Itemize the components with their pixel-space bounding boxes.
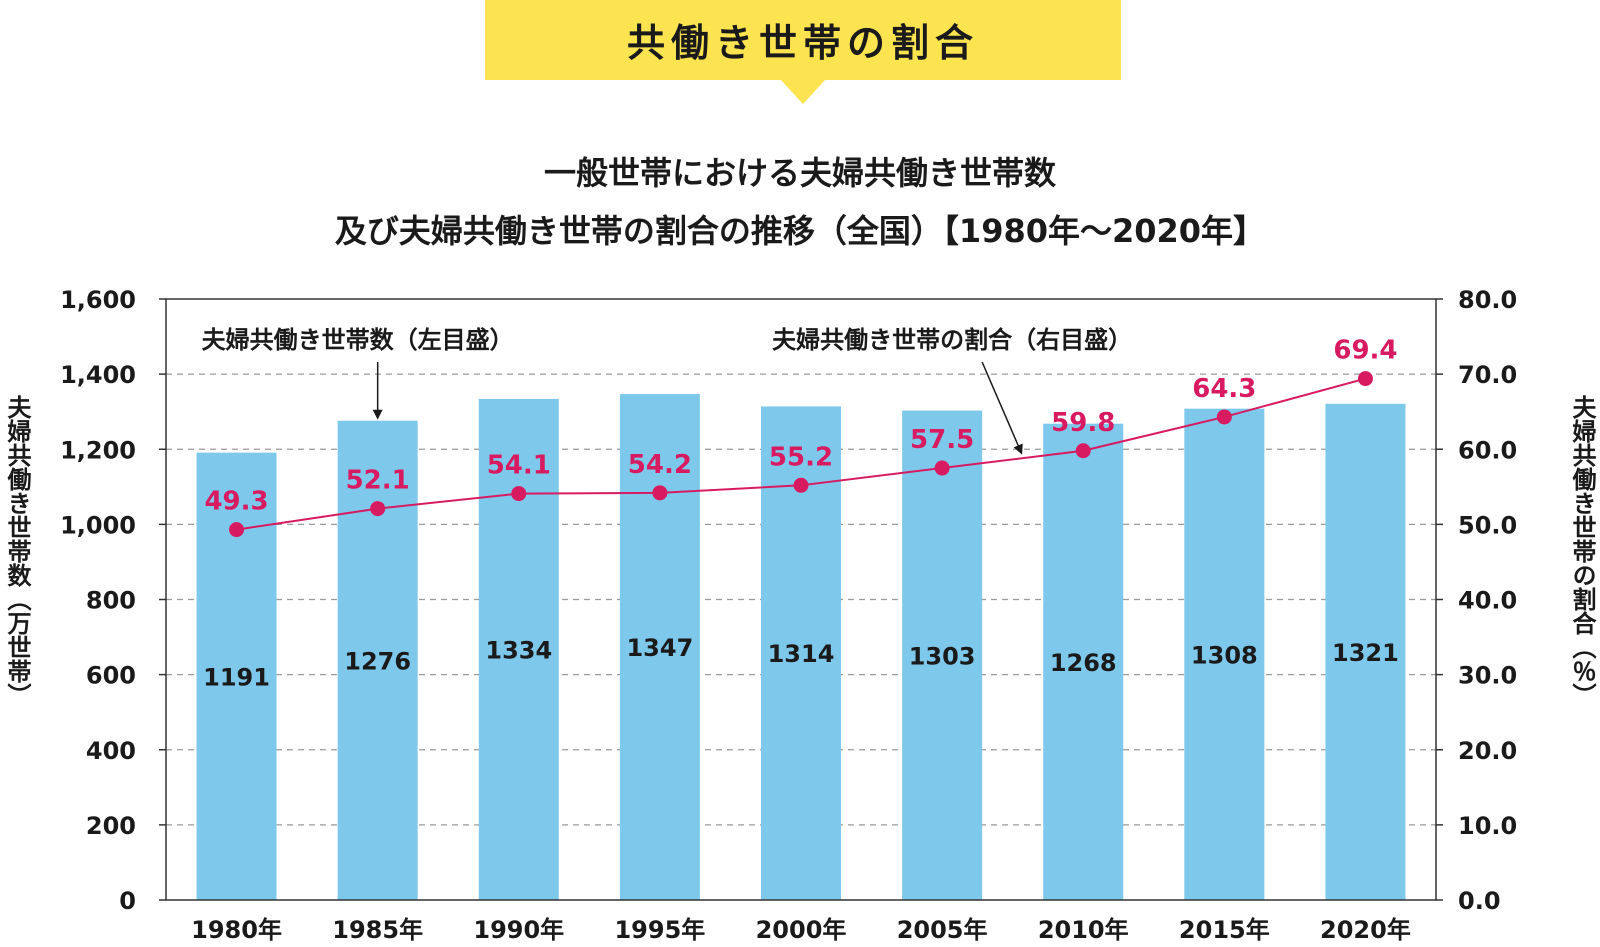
x-tick-label: 1980年 [191,916,282,944]
x-tick-label: 1985年 [332,916,423,944]
bar [1325,403,1406,900]
y-left-tick-label: 800 [86,587,136,615]
y-left-tick-label: 1,600 [60,286,136,314]
x-tick-label: 2010年 [1038,916,1129,944]
bar-value-label: 1347 [626,634,693,662]
y-axis-left-title: 夫婦共働き世帯数（万世帯） [3,395,31,707]
x-tick-label: 2020年 [1320,916,1411,944]
ratio-point [1216,409,1232,425]
ratio-value-label: 59.8 [1051,408,1115,438]
banner: 共働き世帯の割合 [485,0,1121,80]
bar-value-label: 1308 [1191,641,1258,669]
bar-value-label: 1191 [203,663,270,691]
bar-value-label: 1334 [485,636,552,664]
y-left-tick-label: 1,400 [60,361,136,389]
ratio-point [793,477,809,493]
ratio-point [229,522,245,538]
bar [337,420,418,900]
y-right-tick-label: 80.0 [1458,286,1517,314]
axis-layer: 0 200 400 600 800 1,000 1,200 1,400 1,600 0.0 10.0… [60,286,1517,944]
ratio-value-label: 64.3 [1192,374,1256,404]
x-tick-label: 1990年 [473,916,564,944]
ratio-value-label: 49.3 [204,487,268,517]
bar [478,398,559,900]
y-right-tick-label: 70.0 [1458,361,1517,389]
ratio-value-label: 54.1 [487,451,551,481]
ratio-value-label: 69.4 [1333,336,1397,366]
ratio-point [1075,443,1091,459]
y-axis-right-title: 夫婦共働き世帯の割合（％） [1568,395,1596,707]
ratio-point [652,485,668,501]
banner-label: 共働き世帯の割合 [626,21,979,65]
bar-value-label: 1276 [344,647,411,675]
x-tick-label: 1995年 [614,916,705,944]
bar [1184,408,1265,900]
x-tick-label: 2005年 [897,916,988,944]
bar-value-label: 1314 [768,640,835,668]
callout-line-arrow [981,361,1023,455]
x-tick-label: 2000年 [756,916,847,944]
annotation-layer: 夫婦共働き世帯数（左目盛） 夫婦共働き世帯の割合（右目盛） [202,326,1132,455]
y-right-tick-label: 50.0 [1458,511,1517,539]
y-right-tick-label: 20.0 [1458,737,1517,765]
ratio-value-label: 52.1 [346,466,410,496]
bar [1043,423,1124,900]
y-right-tick-label: 0.0 [1458,887,1501,915]
banner-pointer [781,80,825,104]
y-left-tick-label: 1,200 [60,436,136,464]
y-right-tick-label: 30.0 [1458,662,1517,690]
chart-title-line2: 及び夫婦共働き世帯の割合の推移（全国）【1980年～2020年】 [334,212,1266,250]
line-layer: 49.3 52.1 54.1 54.2 55.2 57.5 59.8 64.3 69.4 [204,336,1398,538]
ratio-point [1357,371,1373,387]
bar-value-label: 1321 [1332,639,1399,667]
chart-title-line1: 一般世帯における夫婦共働き世帯数 [543,154,1056,192]
bar [619,394,700,900]
ratio-point [511,486,527,502]
bar-label-layer: 1191 1276 1334 1347 1314 1303 1268 1308 1321 [203,634,1399,691]
ratio-value-label: 57.5 [910,425,974,455]
y-left-tick-label: 400 [86,737,136,765]
y-left-tick-label: 200 [86,812,136,840]
bar [902,410,983,900]
y-left-tick-label: 600 [86,662,136,690]
y-right-tick-label: 60.0 [1458,436,1517,464]
bar-value-label: 1303 [909,642,976,670]
callout-line-series: 夫婦共働き世帯の割合（右目盛） [772,326,1132,354]
ratio-value-label: 55.2 [769,442,833,472]
ratio-value-label: 54.2 [628,450,692,480]
y-left-tick-label: 1,000 [60,511,136,539]
y-left-tick-label: 0 [119,887,136,915]
ratio-point [370,501,386,517]
y-right-tick-label: 40.0 [1458,587,1517,615]
ratio-point [934,460,950,476]
x-tick-label: 2015年 [1179,916,1270,944]
bar-value-label: 1268 [1050,649,1117,677]
y-right-tick-label: 10.0 [1458,812,1517,840]
callout-bar-series: 夫婦共働き世帯数（左目盛） [202,326,514,354]
